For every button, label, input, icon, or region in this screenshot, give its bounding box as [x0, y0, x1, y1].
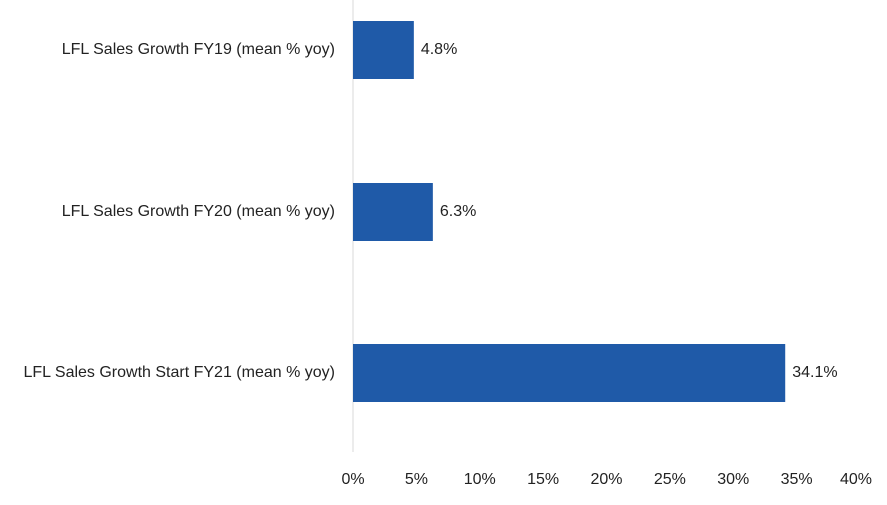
x-tick-label: 5% — [405, 471, 428, 488]
x-tick-label: 10% — [464, 471, 496, 488]
bar — [353, 344, 786, 402]
bars — [353, 21, 786, 402]
x-tick-label: 20% — [590, 471, 622, 488]
category-label: LFL Sales Growth Start FY21 (mean % yoy) — [23, 364, 335, 381]
data-label: 4.8% — [421, 41, 457, 58]
bar — [353, 21, 414, 79]
data-label: 6.3% — [440, 203, 476, 220]
bar — [353, 183, 433, 241]
category-labels: LFL Sales Growth FY19 (mean % yoy) LFL Sa… — [23, 41, 335, 381]
x-tick-label: 15% — [527, 471, 559, 488]
data-label: 34.1% — [792, 364, 837, 381]
category-label: LFL Sales Growth FY20 (mean % yoy) — [62, 203, 335, 220]
x-axis-tick-labels: 0% 5% 10% 15% 20% 25% 30% 35% 40% — [341, 471, 872, 488]
x-tick-label: 0% — [341, 471, 364, 488]
x-tick-label: 35% — [781, 471, 813, 488]
x-tick-label: 30% — [717, 471, 749, 488]
category-label: LFL Sales Growth FY19 (mean % yoy) — [62, 41, 335, 58]
x-tick-label: 40% — [840, 471, 872, 488]
x-tick-label: 25% — [654, 471, 686, 488]
data-labels: 4.8% 6.3% 34.1% — [421, 41, 838, 381]
